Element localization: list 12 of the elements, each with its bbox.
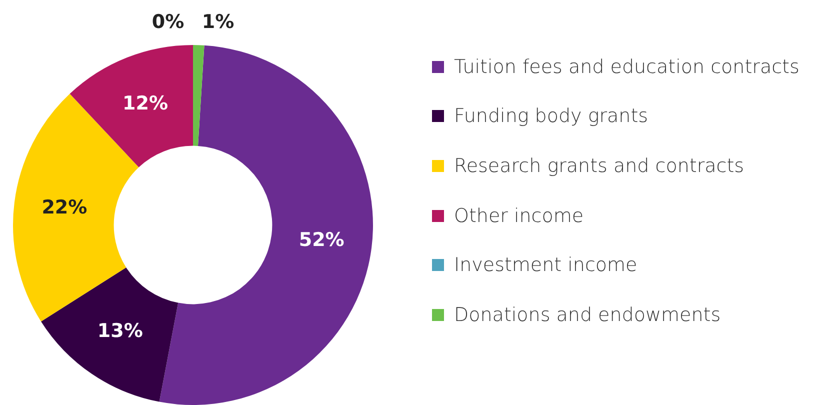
text: 0%	[152, 10, 184, 33]
data-label: 22%	[42, 196, 88, 219]
data-label: 1%	[202, 10, 234, 33]
legend-label: Investment income	[454, 254, 638, 276]
legend-label: Tuition fees and education contracts	[454, 56, 800, 78]
legend-label: Donations and endowments	[454, 304, 721, 326]
data-label: 13%	[97, 320, 143, 342]
legend-label: Funding body grants	[454, 105, 648, 128]
legend-label: Other income	[454, 204, 584, 227]
data-label: 12%	[122, 92, 168, 114]
data-label: 52%	[298, 229, 344, 252]
legend-label: Research grants and contracts	[454, 154, 744, 177]
